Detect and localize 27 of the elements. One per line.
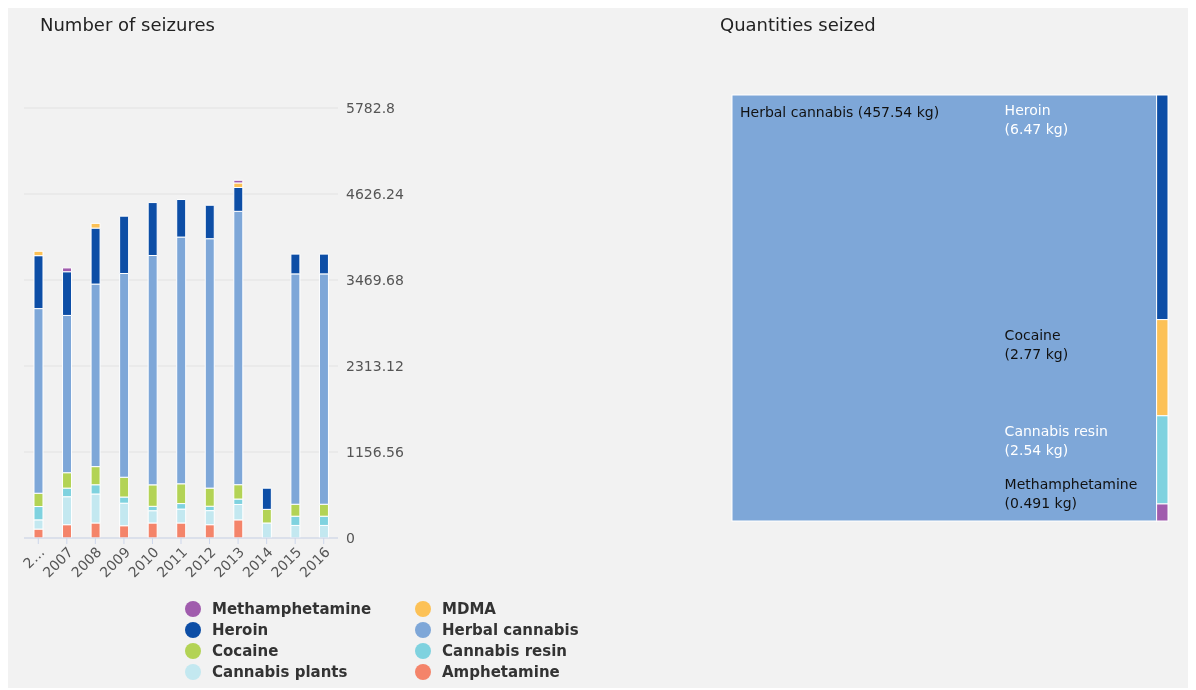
legend-label: MDMA <box>442 599 496 618</box>
text: Quantities seized <box>720 14 876 35</box>
data-label: (0.491 kg) <box>1004 495 1078 511</box>
data-label: (457.54 kg) <box>857 104 940 120</box>
category-label: Cocaine <box>1004 326 1061 343</box>
legend-label: Amphetamine <box>442 662 560 681</box>
legend-label: Cocaine <box>212 641 279 660</box>
legend-label: Cannabis plants <box>212 662 348 681</box>
category-label: Heroin <box>1004 102 1051 118</box>
y-tick-label: 0 <box>346 529 355 546</box>
data-label: (2.77 kg) <box>1004 345 1069 362</box>
chart-title: Number of seizures <box>40 14 215 35</box>
data-label: (2.54 kg) <box>1004 441 1069 458</box>
legend-label: Heroin <box>212 620 269 639</box>
y-tick-label: 5782.8 <box>346 99 395 116</box>
y-tick-label: 4626.24 <box>346 185 404 202</box>
bar <box>233 179 244 184</box>
y-tick-label: 1156.56 <box>346 443 404 460</box>
data-label: (6.47 kg) <box>1004 121 1069 137</box>
legend-label: Methamphetamine <box>212 599 372 618</box>
legend-label: Cannabis resin <box>442 641 567 660</box>
category-label: Cannabis resin <box>1004 422 1108 439</box>
y-tick-label: 2313.12 <box>346 357 404 374</box>
category-label: Herbal cannabis <box>740 104 854 120</box>
category-label: Methamphetamine <box>1004 476 1138 492</box>
legend-label: Herbal cannabis <box>442 620 579 639</box>
y-tick-label: 3469.68 <box>346 271 404 288</box>
